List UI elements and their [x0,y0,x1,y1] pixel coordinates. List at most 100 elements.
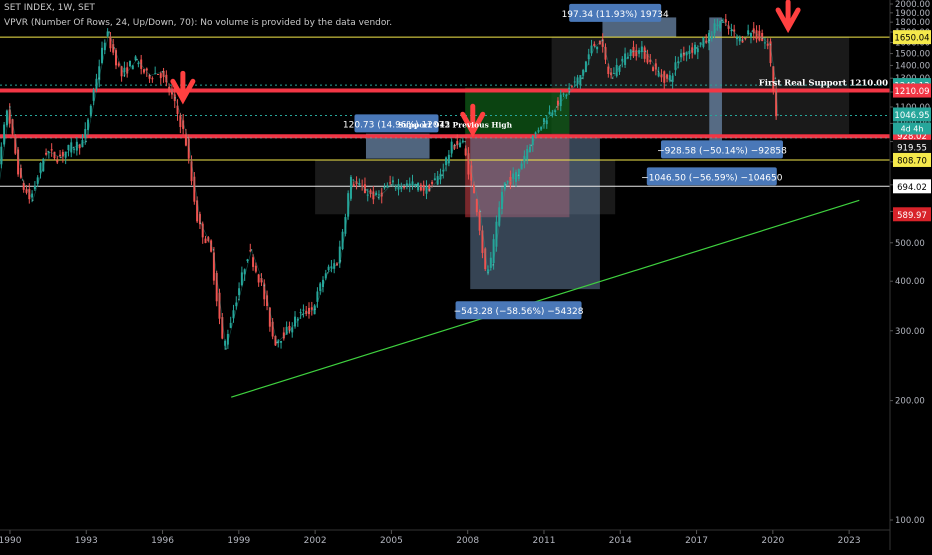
candle-body [749,32,752,38]
candle-body [313,305,316,315]
price-tag-text: 919.55 [897,143,927,153]
note-support-942[interactable]: Support 942 Previous High [398,121,513,130]
measure-label[interactable]: −928.58 (−50.14%) −92858 [657,140,787,159]
measure-label[interactable]: −543.28 (−58.56%) −54328 [454,301,584,320]
data-point [238,298,240,301]
price-tag[interactable]: 694.02 [893,179,931,194]
candle-body [727,25,730,29]
data-point [199,222,202,225]
candle-body [361,185,364,187]
x-tick-label: 2023 [838,536,861,546]
candle-body [39,163,42,173]
measure-zone-2018[interactable] [709,17,722,158]
candle-body [369,190,372,194]
measure-label-box[interactable] [455,301,582,320]
candle-body [246,259,249,262]
candle-body [699,42,702,45]
measure-label[interactable]: −1046.50 (−56.59%) −104650 [641,167,783,186]
candle-body [512,173,515,179]
data-point [416,184,418,186]
candle-body [42,158,45,172]
price-tag-box[interactable] [893,83,931,98]
candle-body [221,317,224,339]
candle-body [668,75,671,81]
data-point [619,64,622,67]
candle-body [17,149,20,175]
candle-body [755,30,758,40]
price-tag-text: 928.02 [897,132,927,142]
y-tick-label: 2000.00 [895,0,930,10]
note-first-real-support[interactable]: First Real Support 1210.00 [759,79,888,89]
candle-body [621,58,624,62]
y-tick-label: 1800.00 [895,18,930,28]
price-tag-box[interactable] [893,107,931,122]
candle-body [467,153,470,175]
measure-label-box[interactable] [569,3,662,22]
candle-body [218,292,221,319]
candle-body [204,238,207,244]
candle-body [590,45,593,54]
data-point [568,91,571,93]
measure-label-box[interactable] [646,167,777,186]
price-tag[interactable]: 1210.09 [893,83,931,98]
candle-body [184,134,187,146]
price-tag[interactable]: 589.97 [893,207,931,222]
price-tag-box[interactable] [893,179,931,194]
measure-label[interactable]: 120.73 (14.96%) 12073 [343,114,450,133]
indicator-legend[interactable]: VPVR (Number Of Rows, 24, Up/Down, 70): … [4,18,393,28]
price-tag[interactable]: 1650.04 [893,30,931,45]
data-point [601,39,604,42]
measure-label-box[interactable] [660,140,783,159]
y-tick-label: 300.00 [895,327,925,337]
candle-body [240,272,243,286]
candle-body [126,67,129,74]
candle-body [685,52,688,56]
candle-body [128,60,131,67]
candle-body [187,138,190,159]
candle-body [366,194,369,196]
measure-label[interactable]: 197.34 (11.93%) 19734 [562,3,669,22]
candle-body [56,160,59,163]
y-tick-label: 1400.00 [895,61,930,71]
candle-body [612,73,615,75]
data-point [543,122,545,125]
data-point [149,74,151,77]
candle-body [400,186,403,190]
y-tick-label: 200.00 [895,397,925,407]
price-tag[interactable]: 919.55 [893,139,931,154]
measure-zone-top[interactable] [602,17,677,38]
candle-body [215,273,218,302]
support-trendline[interactable] [231,199,860,398]
candle-body [495,221,498,247]
candle-body [492,239,495,264]
candle-body [425,186,428,194]
candle-body [103,42,106,51]
candle-body [19,168,22,178]
price-tag[interactable]: 808.70 [893,152,931,167]
measure-zone-2008[interactable] [470,134,600,290]
data-point [301,313,304,316]
price-tag[interactable]: 1046.95 [893,107,931,122]
candle-body [235,302,238,307]
candle-body [593,43,596,47]
candle-body [397,184,400,190]
price-tag-text: 1046.95 [894,111,929,121]
data-point [98,77,100,80]
price-tag-box[interactable] [893,207,931,222]
candle-body [738,37,741,42]
measure-label-box[interactable] [354,114,439,133]
x-tick-label: 1993 [75,536,98,546]
price-tag-box[interactable] [893,139,931,154]
price-tag-box[interactable] [893,152,931,167]
candle-body [411,181,414,186]
candle-body [708,32,711,44]
price-tag-box[interactable] [893,30,931,45]
x-tick-label: 1999 [227,536,250,546]
candle-body [229,322,232,328]
data-point [339,260,342,262]
candle-body [503,182,506,190]
data-point [47,150,49,153]
price-series [0,13,779,350]
